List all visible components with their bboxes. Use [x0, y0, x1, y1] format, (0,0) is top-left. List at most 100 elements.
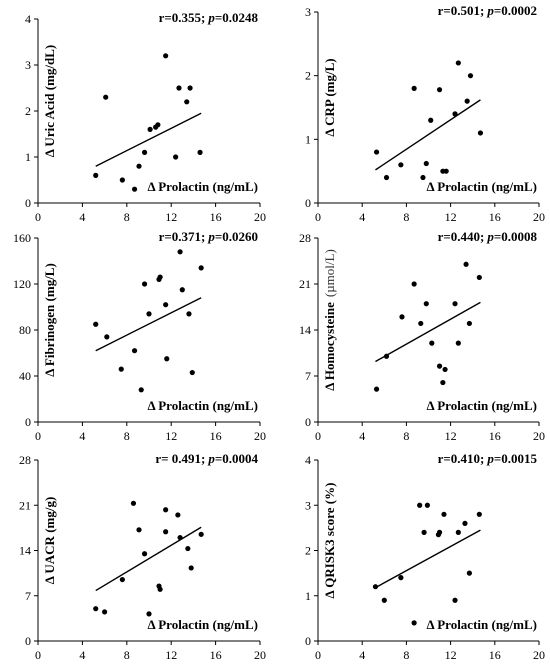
p-value: =0.0248 [215, 10, 259, 25]
x-axis-title: Δ Prolactin (ng/mL) [148, 617, 258, 632]
x-tick-label: 12 [165, 648, 177, 662]
data-point [383, 174, 390, 181]
x-tick-label: 12 [165, 429, 177, 443]
scatter-panel-4: 0 7 14 21 28 0 4 8 12 16 20 r=0.440; p=0.0008 Δ Prola… [299, 229, 545, 443]
data-point [136, 163, 142, 169]
x-tick-label: 0 [315, 648, 321, 662]
y-tick-label: 2 [305, 544, 311, 558]
data-point [104, 334, 110, 340]
data-point [381, 597, 387, 603]
x-axis-title: Δ Prolactin (ng/mL) [427, 398, 537, 413]
data-point [476, 274, 482, 281]
data-point [119, 177, 125, 183]
data-point [436, 529, 443, 536]
data-point [442, 366, 448, 373]
y-axis-title: Δ Fibrinogen (mg/L) [42, 263, 57, 377]
data-point [197, 149, 203, 155]
p-value: =0.0004 [215, 451, 259, 466]
x-tick-label: 12 [445, 210, 457, 224]
trend-line [95, 297, 202, 352]
correlation-annotation: r=0.355; p=0.0248 [159, 10, 259, 25]
data-point [417, 502, 423, 508]
data-point [411, 85, 417, 91]
x-tick-label: 20 [533, 648, 545, 662]
p-value: =0.0002 [494, 3, 537, 18]
x-tick-label: 4 [79, 210, 85, 224]
data-point [420, 174, 426, 181]
x-tick-label: 4 [359, 648, 365, 662]
correlation-annotation: r=0.371; p=0.0260 [159, 229, 258, 244]
correlation-annotation: r= 0.491; p=0.0004 [155, 451, 258, 466]
y-tick-label: 1 [25, 150, 31, 164]
x-tick-label: 12 [445, 429, 457, 443]
x-axis-title: Δ Prolactin (ng/mL) [148, 398, 258, 413]
data-point [467, 73, 474, 79]
data-point [443, 168, 449, 174]
p-label: p [486, 451, 494, 466]
y-axis-title: Δ Uric Acid (mg/dL) [42, 45, 57, 158]
data-point [141, 149, 148, 155]
data-point [163, 529, 169, 535]
x-tick-label: 4 [359, 210, 365, 224]
data-point [440, 379, 446, 386]
x-axis-title: Δ Prolactin (ng/mL) [427, 617, 537, 632]
data-point [177, 534, 183, 541]
x-tick-label: 0 [35, 429, 41, 443]
x-tick-label: 0 [315, 429, 321, 443]
data-point [185, 545, 191, 552]
y-axis-title-text: Δ Uric Acid (mg/dL) [42, 45, 57, 158]
r-value: r=0.410; [438, 451, 485, 466]
y-axis-title-text: Δ CRP (mg/L) [322, 58, 337, 136]
y-axis-title: Δ Homocysteine (µmol/L) [322, 249, 337, 391]
data-point [93, 321, 99, 327]
data-point [146, 611, 152, 617]
data-point [411, 281, 417, 287]
data-point [147, 126, 153, 132]
data-point [164, 356, 170, 362]
y-axis-title: Δ UACR (mg/g) [42, 497, 57, 585]
x-tick-label: 8 [403, 429, 409, 443]
correlation-annotation: r=0.410; p=0.0015 [438, 451, 538, 466]
data-point [103, 94, 109, 100]
y-tick-label: 4 [305, 453, 311, 467]
data-point [118, 366, 124, 372]
r-value: r=0.371; [159, 229, 206, 244]
data-point [423, 160, 429, 167]
data-point [176, 85, 182, 91]
y-tick-label: 21 [299, 277, 311, 291]
x-tick-label: 0 [35, 210, 41, 224]
data-point [155, 122, 161, 128]
y-tick-label: 3 [305, 498, 311, 512]
data-point [466, 570, 472, 576]
y-tick-label: 3 [305, 5, 311, 19]
scatter-panel-3: 0 40 80 120 160 0 4 8 12 16 20 r=0.371; p=0.0260 Δ Pr… [13, 229, 266, 443]
y-tick-label: 0 [25, 196, 31, 210]
y-tick-label: 1 [305, 589, 311, 603]
data-point [146, 311, 152, 317]
x-tick-label: 16 [210, 429, 222, 443]
data-point [141, 281, 148, 287]
data-point [188, 565, 194, 571]
y-tick-label: 0 [305, 634, 311, 648]
x-axis-title: Δ Prolactin (ng/mL) [148, 179, 258, 194]
x-tick-label: 20 [254, 429, 266, 443]
x-tick-label: 12 [445, 648, 457, 662]
data-point [436, 87, 443, 93]
data-point [175, 512, 181, 518]
data-point [462, 520, 468, 526]
y-axis-title-text: Δ QRISK3 score (%) [322, 483, 337, 599]
data-point [428, 117, 434, 123]
x-tick-label: 8 [124, 648, 130, 662]
x-tick-label: 20 [254, 210, 266, 224]
y-tick-label: 80 [19, 323, 31, 337]
data-point [93, 606, 99, 612]
trend-line [375, 99, 481, 171]
y-tick-label: 160 [13, 231, 31, 245]
data-point [436, 363, 443, 369]
x-tick-label: 16 [210, 648, 222, 662]
p-value: =0.0015 [494, 451, 538, 466]
x-tick-label: 4 [79, 429, 85, 443]
